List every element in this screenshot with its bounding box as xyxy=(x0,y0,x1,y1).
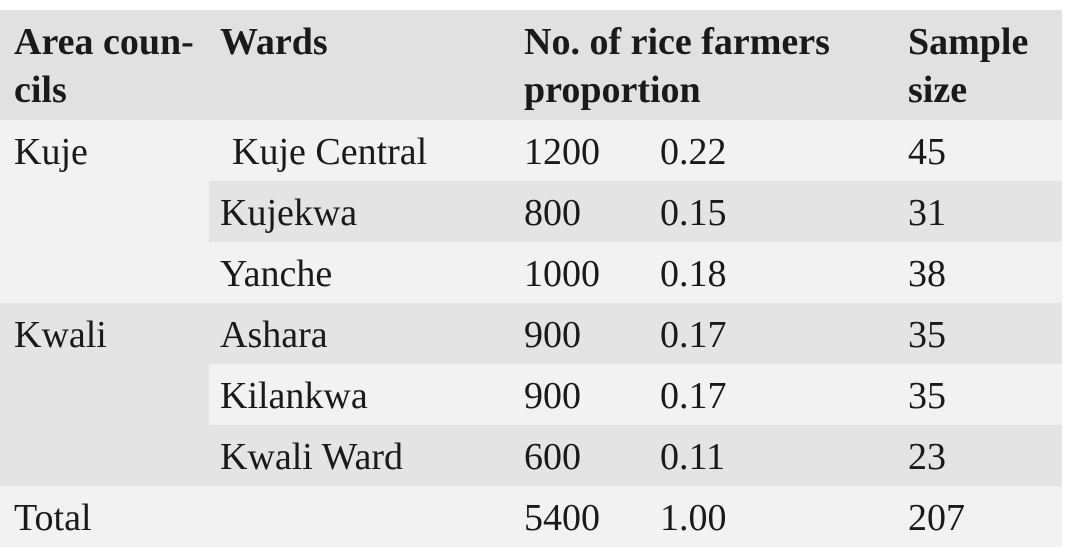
ward-name: Kwali Ward xyxy=(220,436,404,478)
ward-name: Ashara xyxy=(220,314,328,356)
farmers-count: 1000 xyxy=(524,253,600,295)
row-total-bg xyxy=(0,486,1062,547)
proportion-value: 0.15 xyxy=(660,192,727,234)
kuje-council-column-bg xyxy=(0,181,209,303)
row-kwali-ward-bg xyxy=(209,425,1062,486)
proportion-value: 0.18 xyxy=(660,253,727,295)
header-area-line2: cils xyxy=(14,69,67,111)
farmers-count: 900 xyxy=(524,375,581,417)
ward-name: Kujekwa xyxy=(220,192,358,234)
header-sample-line1: Sample xyxy=(908,21,1029,63)
council-name: Kwali xyxy=(14,314,107,356)
farmers-count: 800 xyxy=(524,192,581,234)
farmers-count: 900 xyxy=(524,314,581,356)
total-sample-size: 207 xyxy=(908,497,965,539)
ward-name: Yanche xyxy=(220,253,333,295)
row-kujekwa-bg xyxy=(209,181,1062,242)
total-farmers: 5400 xyxy=(524,497,600,539)
header-area-line1: Area coun- xyxy=(14,21,194,63)
header-background xyxy=(0,10,1062,120)
row-yanche-bg xyxy=(209,242,1062,303)
header-sample-size: Sample size xyxy=(908,18,1028,114)
sample-size-value: 31 xyxy=(908,192,946,234)
farmers-count: 1200 xyxy=(524,131,600,173)
council-name: Kuje xyxy=(14,131,88,173)
cropped-caption-fragment xyxy=(0,0,300,6)
header-area-councils: Area coun- cils xyxy=(14,18,194,114)
sample-size-value: 38 xyxy=(908,253,946,295)
header-farmers-line2: proportion xyxy=(524,69,701,111)
proportion-value: 0.17 xyxy=(660,314,727,356)
sample-size-value: 35 xyxy=(908,314,946,356)
proportion-value: 0.17 xyxy=(660,375,727,417)
header-farmers-line1: No. of rice farmers xyxy=(524,21,830,63)
sample-size-value: 45 xyxy=(908,131,946,173)
row-kilankwa-bg xyxy=(209,364,1062,425)
row-kuje-central-bg xyxy=(0,120,1062,181)
row-ashara-bg xyxy=(0,303,1062,364)
proportion-value: 0.11 xyxy=(660,436,726,478)
header-sample-line2: size xyxy=(908,69,968,111)
proportion-value: 0.22 xyxy=(660,131,727,173)
sample-size-value: 23 xyxy=(908,436,946,478)
ward-name: Kilankwa xyxy=(220,375,368,417)
kwali-council-column-bg xyxy=(0,364,209,486)
header-wards: Wards xyxy=(220,21,328,63)
header-farmers-proportion: No. of rice farmers proportion xyxy=(524,18,830,114)
total-proportion: 1.00 xyxy=(660,497,727,539)
farmers-count: 600 xyxy=(524,436,581,478)
ward-name: Kuje Central xyxy=(232,131,428,173)
total-label: Total xyxy=(14,497,92,539)
sample-size-value: 35 xyxy=(908,375,946,417)
